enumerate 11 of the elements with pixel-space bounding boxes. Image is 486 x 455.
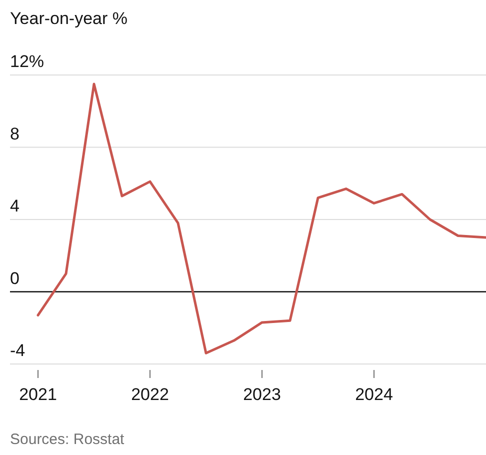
- y-tick-label: 8: [10, 124, 20, 144]
- y-tick-label: -4: [10, 341, 26, 360]
- source-note: Sources: Rosstat: [10, 431, 126, 448]
- y-tick-label: 12%: [10, 52, 44, 71]
- y-tick-label: 4: [10, 196, 20, 216]
- x-tick-label: 2023: [243, 385, 281, 404]
- x-tick-label: 2021: [19, 385, 57, 404]
- x-tick-label: 2022: [131, 385, 169, 404]
- x-tick-label: 2024: [355, 385, 393, 404]
- y-tick-label: 0: [10, 268, 20, 288]
- chart-title: Year-on-year %: [10, 9, 128, 28]
